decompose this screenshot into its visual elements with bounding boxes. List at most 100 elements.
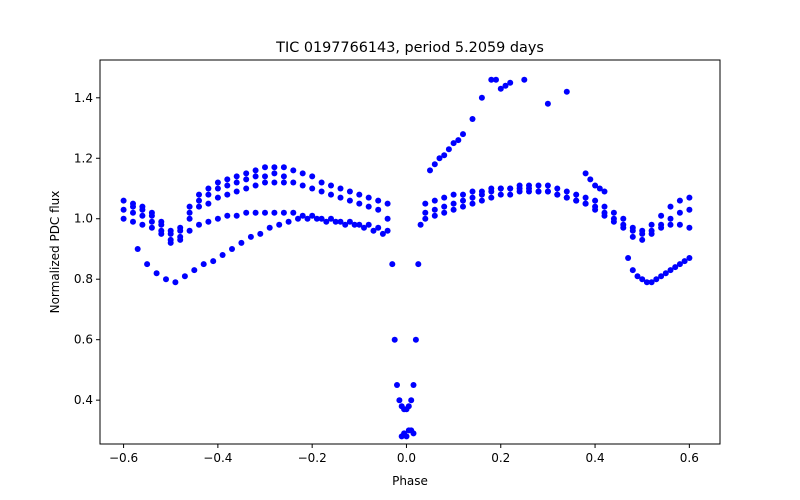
data-point — [405, 403, 412, 410]
data-point — [271, 209, 278, 216]
data-point — [658, 212, 665, 219]
data-point — [285, 218, 292, 225]
data-point — [271, 170, 278, 177]
data-point — [375, 197, 382, 204]
data-point — [681, 258, 688, 265]
data-point — [210, 258, 217, 265]
data-point — [252, 182, 259, 189]
data-point — [356, 200, 363, 207]
data-point — [478, 197, 485, 204]
data-point — [554, 185, 561, 192]
data-point — [676, 261, 683, 268]
data-point — [148, 218, 155, 225]
data-point — [563, 194, 570, 201]
data-point — [544, 100, 551, 107]
y-tick-label: 0.4 — [74, 393, 93, 407]
data-point — [342, 221, 349, 228]
data-point — [653, 276, 660, 283]
data-point — [280, 179, 287, 186]
data-point — [158, 230, 165, 237]
data-point — [224, 176, 231, 183]
data-point — [346, 218, 353, 225]
data-point — [422, 215, 429, 222]
data-point — [148, 212, 155, 219]
data-point — [214, 194, 221, 201]
data-point — [436, 155, 443, 162]
data-point — [219, 252, 226, 258]
data-point — [375, 206, 382, 213]
data-point — [417, 221, 424, 228]
x-axis-ticks: −0.6 −0.4 −0.2 0.0 0.2 0.4 0.6 — [109, 444, 699, 465]
data-point — [639, 230, 646, 237]
data-point — [686, 224, 693, 231]
data-point — [356, 221, 363, 228]
data-point — [658, 224, 665, 231]
data-point — [361, 224, 367, 231]
data-point — [346, 188, 353, 195]
data-point — [488, 76, 495, 83]
data-point — [415, 261, 422, 268]
y-axis-ticks: 0.4 0.6 0.8 1.0 1.2 1.4 — [74, 91, 100, 407]
data-point — [431, 161, 438, 168]
data-point — [469, 194, 476, 201]
data-point — [478, 191, 485, 198]
data-point — [148, 224, 155, 231]
data-point — [318, 215, 325, 222]
data-point — [266, 224, 273, 231]
y-axis-label: Normalized PDC flux — [48, 191, 62, 314]
data-point — [304, 215, 311, 222]
data-point — [262, 209, 268, 216]
data-point — [243, 170, 250, 177]
data-point — [313, 215, 320, 222]
data-point — [601, 203, 608, 210]
data-point — [573, 191, 580, 198]
data-point — [328, 182, 334, 189]
data-point — [196, 221, 202, 228]
data-point — [186, 215, 193, 222]
data-point — [431, 212, 438, 219]
data-point — [318, 188, 325, 195]
y-tick-label: 0.6 — [74, 333, 93, 347]
data-point — [469, 200, 476, 207]
data-point — [625, 255, 632, 261]
data-point — [676, 221, 683, 228]
data-point — [441, 194, 448, 201]
data-point — [120, 197, 127, 204]
data-point — [582, 194, 589, 201]
data-point — [299, 212, 306, 219]
data-point — [252, 167, 259, 174]
data-point — [196, 191, 202, 198]
data-point — [205, 191, 212, 198]
data-point — [365, 194, 372, 201]
data-point — [544, 182, 551, 189]
data-point — [469, 116, 476, 122]
data-point — [290, 179, 297, 186]
data-point — [120, 206, 127, 213]
data-point — [186, 209, 193, 216]
data-point — [410, 382, 417, 388]
data-point — [497, 185, 504, 192]
data-point — [280, 209, 287, 216]
data-point — [290, 209, 297, 216]
data-point — [299, 170, 306, 177]
x-tick-label: 0.2 — [491, 451, 510, 465]
data-point — [441, 152, 448, 159]
data-point — [460, 131, 466, 138]
data-point — [648, 227, 655, 234]
data-point — [478, 94, 485, 101]
data-point — [582, 170, 589, 177]
data-point — [643, 279, 650, 286]
data-point — [389, 261, 396, 268]
data-point — [596, 185, 603, 192]
data-point — [323, 218, 330, 225]
data-point — [356, 191, 363, 198]
data-point — [526, 185, 532, 192]
data-point — [214, 185, 221, 192]
data-point — [299, 182, 306, 189]
data-point — [639, 276, 646, 283]
data-point — [365, 203, 372, 210]
data-point — [620, 221, 627, 228]
data-point — [337, 194, 344, 201]
data-point — [686, 194, 693, 201]
data-point — [158, 221, 165, 228]
